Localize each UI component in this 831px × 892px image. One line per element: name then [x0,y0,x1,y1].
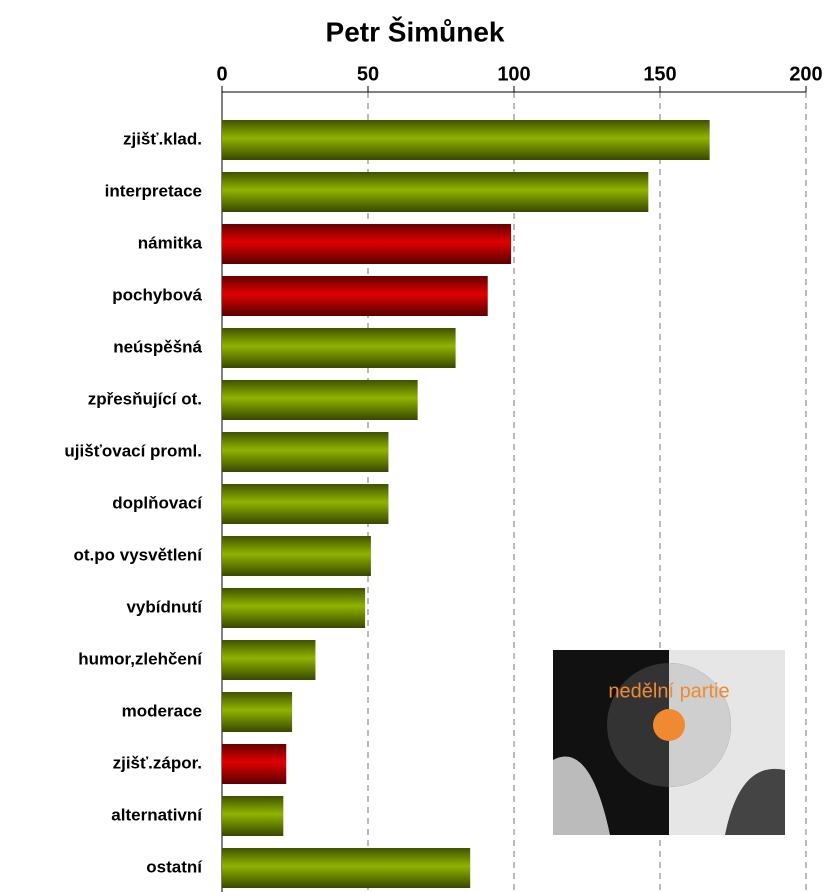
album-cover: nedělní partie [553,650,785,835]
bar [222,224,512,264]
y-tick-label: doplňovací [112,493,203,512]
y-tick-label: alternativní [111,805,203,824]
y-tick-label: zpřesňující ot. [88,389,202,408]
cover-hand [553,756,610,835]
bar [222,484,389,524]
bar [222,588,366,628]
bar [222,432,389,472]
x-tick-label: 200 [789,63,822,85]
cover-hand [725,768,785,835]
bar [222,380,418,420]
chart-title: Petr Šimůnek [326,15,505,47]
bar [222,172,649,212]
bar [222,328,456,368]
bar [222,692,293,732]
bar [222,796,284,836]
y-tick-label: humor,zlehčení [78,649,203,668]
y-tick-label: zjišť.klad. [123,129,202,148]
bar [222,120,710,160]
cover-text: nedělní partie [608,680,729,702]
x-tick-label: 50 [357,63,379,85]
bar [222,640,316,680]
bar [222,536,371,576]
x-tick-label: 0 [216,63,227,85]
y-tick-label: moderace [122,701,202,720]
bar [222,848,471,888]
y-tick-label: pochybová [112,285,202,304]
y-tick-label: námitka [138,233,203,252]
cover-disc [669,663,731,787]
bar [222,744,287,784]
x-tick-label: 100 [497,63,530,85]
y-tick-label: ostatní [146,857,203,876]
y-tick-label: zjišť.zápor. [113,753,202,772]
y-tick-label: ot.po vysvětlení [74,545,204,564]
y-tick-label: ujišťovací proml. [64,441,202,460]
cover-label [653,709,685,741]
x-tick-label: 150 [643,63,676,85]
bar [222,276,488,316]
y-tick-label: vybídnutí [126,597,203,616]
y-tick-label: neúspěšná [113,337,202,356]
y-tick-label: interpretace [105,181,202,200]
